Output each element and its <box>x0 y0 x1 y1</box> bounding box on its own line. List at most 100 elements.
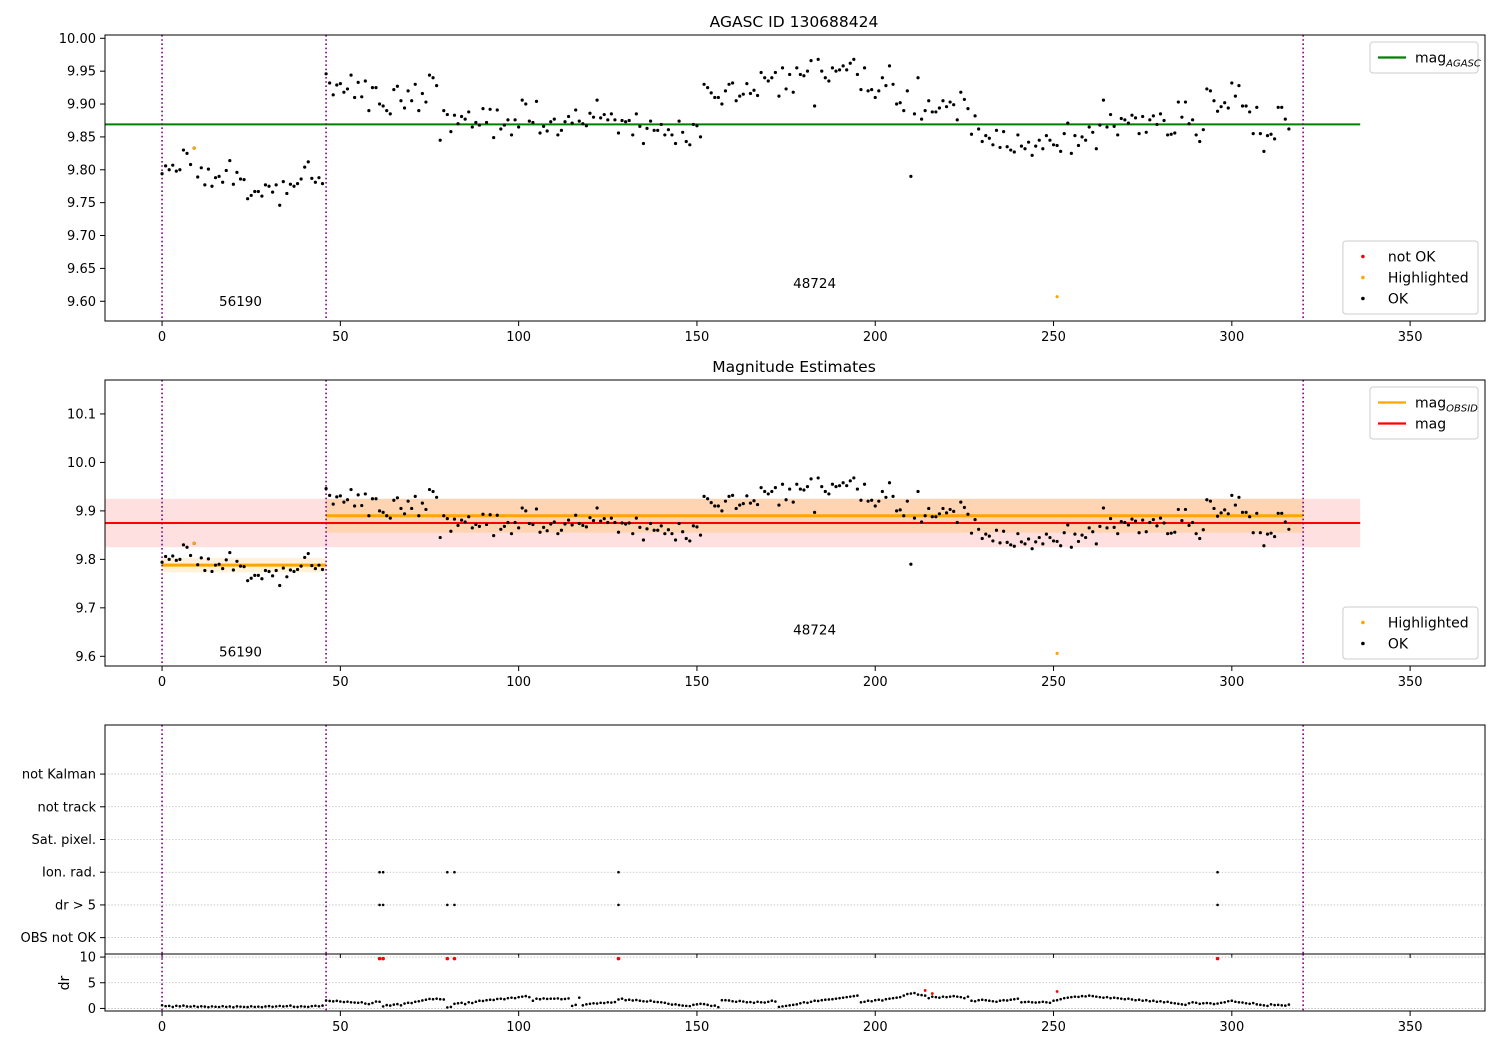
dr-ok-point <box>474 1000 478 1004</box>
estimates-ok-point <box>1069 545 1073 549</box>
estimates-legend-label: Highlighted <box>1388 616 1469 632</box>
agasc-ok-point <box>841 64 845 68</box>
agasc-ok-point <box>620 118 624 123</box>
estimates-ok-point <box>517 526 521 530</box>
dr-xtick-label: 200 <box>863 1020 888 1035</box>
agasc-ok-point <box>944 105 949 109</box>
dr-ok-point <box>752 1001 756 1005</box>
agasc-plot-frame <box>104 34 1486 322</box>
agasc-ok-point <box>638 124 642 128</box>
agasc-ok-point <box>581 122 585 126</box>
agasc-ok-point <box>898 101 902 105</box>
agasc-legend-box <box>1342 240 1479 315</box>
estimates-ok-point <box>481 512 485 516</box>
agasc-ok-point <box>624 120 628 124</box>
dr-ok-point <box>749 1000 752 1004</box>
dr-ok-point <box>1209 1001 1212 1005</box>
dr-ok-point <box>948 995 952 998</box>
estimates-ok-point <box>666 528 671 532</box>
agasc-ok-point <box>484 120 489 125</box>
dr-ok-point <box>1266 1004 1269 1008</box>
dr-ok-point <box>556 997 560 1000</box>
estimates-ok-point <box>527 521 531 526</box>
agasc-ok-point <box>902 109 906 113</box>
estimates-legend-dot <box>1361 620 1365 625</box>
agasc-panel-title: AGASC ID 130688424 <box>710 13 879 31</box>
dr-ok-point <box>428 997 431 1001</box>
dr-ok-point <box>638 999 642 1003</box>
agasc-ok-point <box>962 97 966 102</box>
estimates-ok-point <box>730 493 735 497</box>
agasc-ok-point <box>784 87 788 91</box>
dr-xtick-label: 0 <box>158 1020 166 1035</box>
agasc-xtick-label: 0 <box>158 330 166 345</box>
estimates-ytick-label: 9.8 <box>75 553 96 568</box>
dr-ok-point <box>656 1000 660 1004</box>
agasc-ytick-label: 9.85 <box>67 130 96 145</box>
dr-ok-point <box>481 999 485 1003</box>
dr-ok-point <box>998 999 1002 1003</box>
dr-ok-point <box>870 999 873 1003</box>
agasc-ok-point <box>616 131 621 135</box>
agasc-ok-point <box>278 203 282 207</box>
dr-ok-point <box>296 1005 299 1009</box>
agasc-ok-point <box>1258 132 1262 136</box>
agasc-ok-point <box>345 87 350 91</box>
dr-ok-point <box>1173 1001 1177 1005</box>
estimates-ok-point <box>1151 518 1155 522</box>
flags-flag-point <box>1216 870 1219 874</box>
dr-ok-point <box>171 1005 175 1009</box>
estimates-ok-point <box>777 503 781 507</box>
agasc-ok-point <box>360 95 364 99</box>
agasc-ok-point <box>763 76 767 80</box>
agasc-ok-point <box>930 110 934 114</box>
agasc-ok-point <box>741 92 745 96</box>
dr-ok-point <box>542 997 545 1000</box>
dr-ok-point <box>1212 1002 1216 1006</box>
dr-ok-point <box>631 999 635 1002</box>
dr-ok-point <box>549 997 553 1000</box>
estimates-ok-point <box>295 567 300 572</box>
estimates-legend-box <box>1342 606 1479 660</box>
agasc-legend-label: Highlighted <box>1388 271 1469 287</box>
estimates-ok-point <box>203 568 207 573</box>
agasc-ok-point <box>303 165 307 169</box>
dr-ok-point <box>246 1005 249 1009</box>
agasc-obsid-annotation: 48724 <box>793 276 836 292</box>
estimates-ok-point <box>388 516 392 520</box>
agasc-ytick-label: 9.80 <box>67 163 96 178</box>
agasc-legend-label: not OK <box>1388 250 1436 266</box>
estimates-ok-point <box>702 494 706 498</box>
dr-ok-point <box>688 1004 692 1008</box>
dr-ok-point <box>424 998 428 1002</box>
estimates-ok-point <box>1030 547 1034 551</box>
agasc-ok-point <box>609 112 613 116</box>
dr-ok-point <box>1023 1000 1027 1004</box>
estimates-ok-point <box>563 522 567 526</box>
agasc-ok-point <box>895 102 899 106</box>
estimates-ok-point <box>802 488 806 492</box>
dr-ok-point <box>249 1004 253 1008</box>
agasc-ok-point <box>1123 118 1127 122</box>
agasc-ok-point <box>288 182 293 186</box>
dr-ok-point <box>189 1005 192 1008</box>
estimates-ok-point <box>445 517 449 521</box>
dr-ok-point <box>709 1004 713 1008</box>
estimates-ok-point <box>766 492 770 496</box>
estimates-ok-point <box>588 516 592 520</box>
dr-ok-point <box>1130 998 1134 1001</box>
estimates-ok-point <box>524 509 528 513</box>
dr-ok-point <box>1230 999 1234 1003</box>
agasc-ok-point <box>274 183 278 187</box>
dr-ok-point <box>178 1005 182 1008</box>
dr-ok-point <box>1066 996 1070 999</box>
dr-ok-point <box>777 1005 781 1009</box>
agasc-ok-point <box>1116 133 1120 137</box>
estimates-ok-point <box>285 575 289 579</box>
agasc-ok-point <box>488 107 492 111</box>
dr-ok-point <box>1116 996 1120 1000</box>
estimates-ok-point <box>962 505 966 510</box>
estimates-ok-point <box>270 574 275 578</box>
agasc-ok-point <box>442 109 446 113</box>
dr-ok-point <box>488 998 492 1002</box>
